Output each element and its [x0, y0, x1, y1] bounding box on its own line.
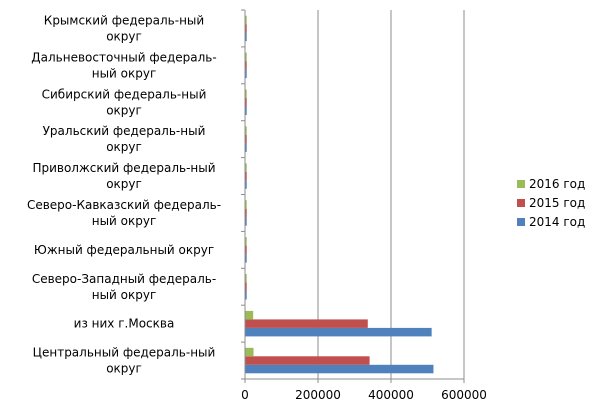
bar [245, 24, 247, 33]
legend-swatch [517, 218, 525, 226]
legend-swatch [517, 180, 525, 188]
category-label: Крымский федераль-ный округ [44, 13, 204, 43]
bar [245, 32, 247, 42]
bar [245, 245, 247, 255]
bar [245, 347, 254, 357]
bar [245, 237, 247, 246]
legend-label: 2015 год [529, 196, 585, 210]
category-label: Уральский федераль-ный округ [43, 124, 206, 154]
x-tick-label: 400000 [368, 388, 414, 402]
bar [245, 208, 247, 218]
bar [245, 134, 247, 144]
bar [245, 274, 247, 283]
bar [245, 217, 247, 226]
legend-label: 2016 год [529, 177, 585, 191]
x-tick-label: 0 [241, 388, 249, 402]
category-label: Дальневосточный федераль-ный округ [31, 50, 216, 80]
bar [245, 180, 247, 189]
bar [245, 327, 432, 337]
bar [245, 126, 247, 135]
bar [245, 15, 247, 25]
bar [245, 61, 247, 70]
bar [245, 200, 247, 209]
bar [245, 143, 247, 152]
category-label: Северо-Западный федераль-ный округ [32, 272, 216, 302]
bar [245, 52, 247, 62]
category-label: Северо-Кавказский федераль-ный округ [27, 198, 221, 228]
bar [245, 282, 247, 291]
category-label: Южный федеральный округ [34, 243, 214, 257]
legend: 2016 год 2015 год 2014 год [517, 177, 585, 229]
category-label: Сибирский федераль-ный округ [42, 87, 207, 117]
x-tick-label: 200000 [295, 388, 341, 402]
bar [245, 98, 247, 107]
grid-lines [317, 10, 465, 379]
category-label: Приволжский федераль-ный округ [32, 161, 215, 191]
bar [245, 364, 434, 374]
bar [245, 319, 368, 328]
category-label: Центральный федераль-ный округ [33, 346, 216, 376]
category-labels: Центральный федераль-ный округ из них г.Мо… [27, 13, 221, 375]
bar [245, 356, 370, 365]
axes [241, 9, 465, 383]
bar [245, 89, 247, 98]
x-tick-labels: 0 200000 400000 600000 [241, 388, 487, 402]
bar [245, 69, 247, 79]
legend-swatch [517, 199, 525, 207]
bars [245, 15, 434, 374]
category-label: из них г.Москва [74, 317, 175, 331]
bar [245, 254, 247, 263]
bar [245, 310, 254, 320]
bar [245, 291, 247, 300]
legend-label: 2014 год [529, 215, 585, 229]
bar [245, 171, 247, 181]
bar [245, 106, 247, 115]
bar [245, 163, 247, 172]
x-tick-label: 600000 [441, 388, 487, 402]
